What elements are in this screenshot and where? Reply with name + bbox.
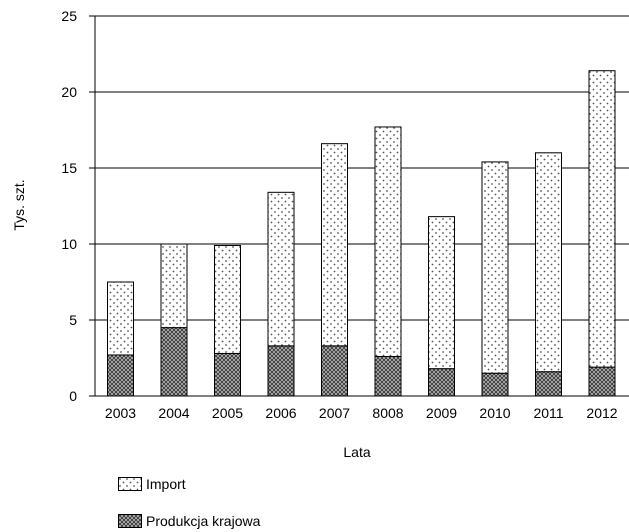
- bar-import-2010: [481, 161, 509, 374]
- bar-import-8008: [374, 126, 402, 357]
- y-tick-label: 10: [61, 236, 77, 252]
- bar-import-2003: [107, 281, 134, 356]
- bar-domestic-2007: [321, 345, 348, 397]
- x-tick-label: 8008: [372, 405, 403, 421]
- legend-item-domestic: Produkcja krajowa: [118, 513, 260, 529]
- bar-domestic-2005: [214, 352, 241, 397]
- bars: [107, 70, 616, 397]
- bar-domestic-2004: [160, 327, 188, 397]
- x-tick-label: 2009: [426, 405, 457, 421]
- bar-import-2004: [160, 243, 188, 329]
- bar-domestic-2010: [481, 372, 509, 397]
- legend-swatch-import: [118, 477, 142, 491]
- x-tick-label: 2006: [265, 405, 296, 421]
- x-axis-title: Lata: [343, 444, 370, 460]
- axes: [94, 16, 629, 397]
- bar-import-2011: [535, 152, 562, 373]
- x-tick-label: 2007: [319, 405, 350, 421]
- bar-domestic-2003: [107, 354, 134, 397]
- legend-swatch-domestic: [118, 514, 142, 528]
- bar-domestic-8008: [374, 355, 402, 397]
- y-tick-labels: 0 5 10 15 20 25: [61, 8, 77, 404]
- bar-domestic-2011: [535, 371, 562, 397]
- x-tick-label: 2003: [105, 405, 136, 421]
- y-tick-label: 20: [61, 84, 77, 100]
- x-tick-label: 2004: [158, 405, 189, 421]
- bar-domestic-2012: [588, 366, 616, 397]
- x-tick-label: 2011: [533, 405, 563, 421]
- legend-label-domestic: Produkcja krajowa: [146, 513, 261, 529]
- bar-domestic-2006: [267, 345, 295, 397]
- x-tick-label: 2012: [586, 405, 617, 421]
- y-tick-label: 0: [69, 388, 77, 404]
- y-tick-label: 5: [69, 312, 77, 328]
- bar-import-2007: [321, 143, 348, 347]
- bar-import-2009: [428, 216, 455, 370]
- bar-domestic-2009: [428, 368, 455, 397]
- legend-item-import: Import: [118, 476, 186, 492]
- y-tick-label: 15: [61, 160, 77, 176]
- bar-import-2012: [588, 70, 616, 368]
- bar-import-2005: [214, 245, 241, 354]
- y-axis-title: Tys. szt.: [11, 179, 27, 230]
- y-tick-label: 25: [61, 8, 77, 24]
- bar-import-2006: [267, 191, 295, 347]
- legend-label-import: Import: [146, 476, 186, 492]
- x-tick-labels: 2003 2004 2005 2006 2007 8008 2009 2010 2011 2012: [105, 405, 618, 421]
- x-tick-label: 2010: [479, 405, 510, 421]
- x-tick-label: 2005: [212, 405, 243, 421]
